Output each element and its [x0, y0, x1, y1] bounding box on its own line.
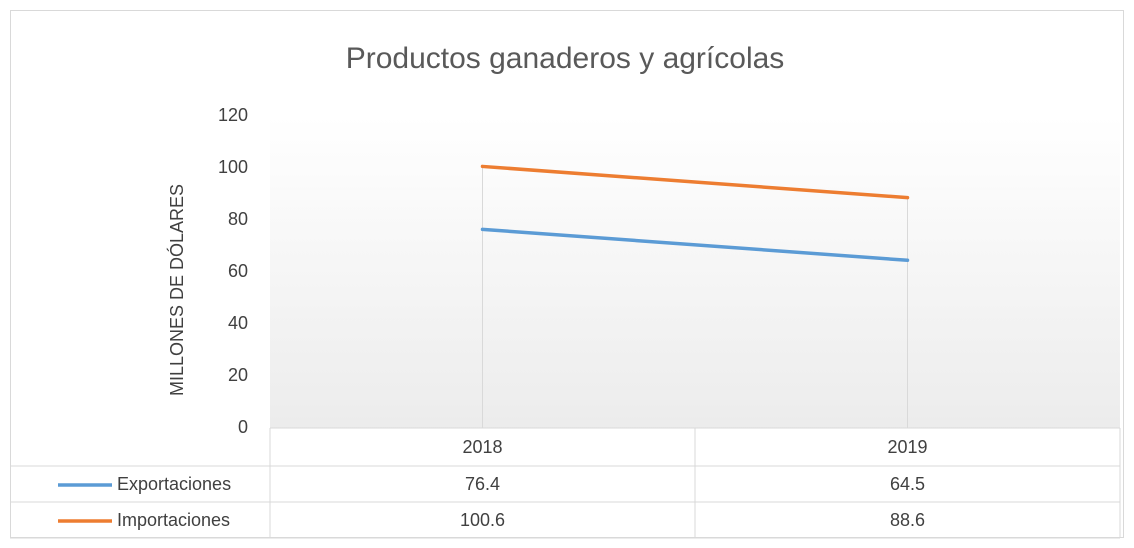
- x-tick-label: 2018: [462, 437, 502, 457]
- y-tick-label: 100: [218, 157, 248, 177]
- y-tick-label: 60: [228, 261, 248, 281]
- y-tick-label: 20: [228, 365, 248, 385]
- series-line: [480, 227, 910, 263]
- series-line: [480, 164, 910, 200]
- y-tick-label: 40: [228, 313, 248, 333]
- legend-label: Importaciones: [117, 510, 230, 530]
- table-value: 88.6: [890, 510, 925, 530]
- legend-label: Exportaciones: [117, 474, 231, 494]
- table-value: 64.5: [890, 474, 925, 494]
- y-axis-title: MILLONES DE DÓLARES: [166, 184, 187, 396]
- table-value: 76.4: [465, 474, 500, 494]
- y-tick-label: 120: [218, 105, 248, 125]
- y-tick-label: 80: [228, 209, 248, 229]
- plot-area: [270, 116, 1120, 428]
- y-tick-label: 0: [238, 417, 248, 437]
- chart-title: Productos ganaderos y agrícolas: [346, 42, 785, 75]
- table-value: 100.6: [460, 510, 505, 530]
- x-tick-label: 2019: [887, 437, 927, 457]
